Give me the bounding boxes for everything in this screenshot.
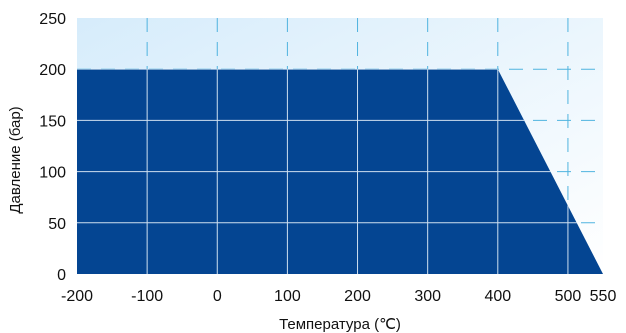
y-tick-label: 250 (39, 11, 66, 28)
x-tick-label: -200 (61, 288, 93, 305)
y-axis-label: Давление (бар) (7, 106, 24, 213)
y-tick-label: 150 (39, 113, 66, 130)
x-tick-label: 550 (590, 288, 617, 305)
x-tick-label: 0 (213, 288, 222, 305)
x-axis-label: Температура (℃) (279, 316, 401, 333)
y-tick-label: 50 (48, 216, 66, 233)
x-tick-label: 500 (555, 288, 582, 305)
y-axis-ticks: 0 50 100 150 200 250 (39, 11, 66, 284)
x-tick-label: 200 (344, 288, 371, 305)
x-tick-label: 400 (484, 288, 511, 305)
y-tick-label: 100 (39, 165, 66, 182)
x-axis-ticks: -200 -100 0 100 200 300 400 500 550 (61, 288, 616, 305)
y-tick-label: 0 (57, 267, 66, 284)
x-tick-label: 100 (274, 288, 301, 305)
x-tick-label: 300 (414, 288, 441, 305)
x-tick-label: -100 (131, 288, 163, 305)
y-tick-label: 200 (39, 62, 66, 79)
